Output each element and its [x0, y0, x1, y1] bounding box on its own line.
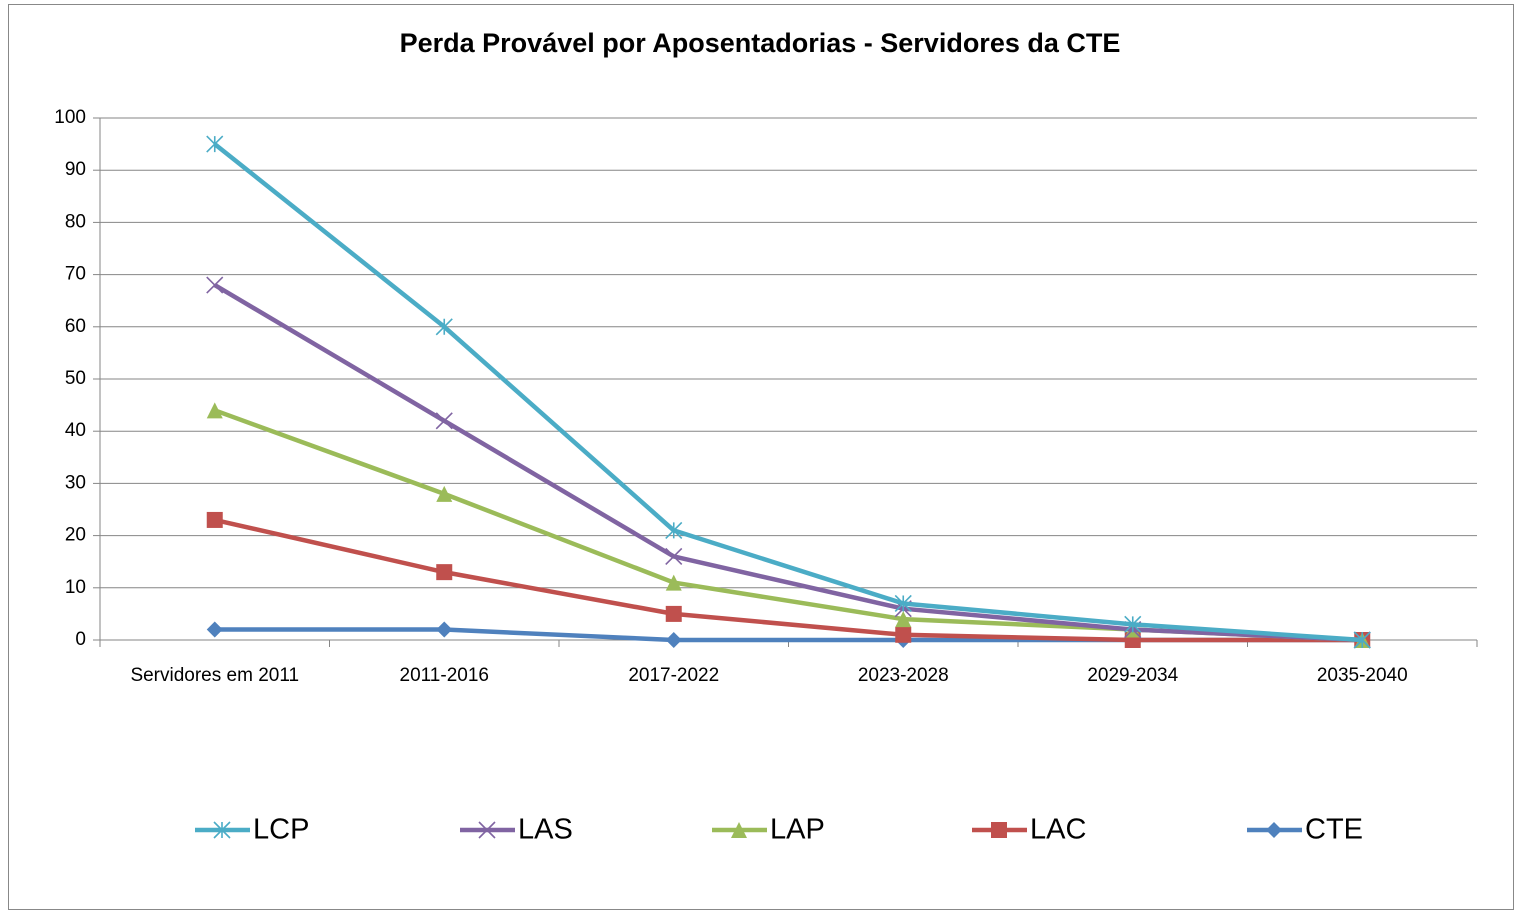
- y-tick-label: 40: [65, 420, 86, 441]
- legend-marker: [213, 821, 231, 839]
- marker-stroke: [478, 821, 496, 839]
- data-point: [435, 318, 453, 336]
- data-point: [436, 564, 453, 581]
- y-tick-label: 30: [65, 472, 86, 493]
- y-tick-label: 20: [65, 525, 86, 546]
- y-tick-label: 100: [54, 107, 86, 128]
- y-tick-label: 50: [65, 368, 86, 389]
- y-tick-label: 10: [65, 577, 86, 598]
- x-tick-label: 2035-2040: [1317, 665, 1408, 686]
- data-point: [206, 402, 223, 419]
- marker-stroke: [1124, 615, 1142, 633]
- chart-title: Perda Provável por Aposentadorias - Serv…: [400, 28, 1121, 58]
- data-point: [206, 276, 224, 294]
- y-tick-label: 60: [65, 316, 86, 337]
- data-point: [665, 521, 683, 539]
- marker-stroke: [894, 594, 912, 613]
- marker-stroke: [665, 547, 683, 566]
- data-point: [665, 632, 682, 648]
- marker-stroke: [206, 276, 224, 294]
- series-line: [214, 517, 1363, 643]
- legend-marker: [991, 822, 1007, 838]
- data-point: [206, 135, 224, 153]
- legend-label: LAP: [770, 814, 825, 846]
- legend-label: LCP: [253, 814, 309, 846]
- x-tick-label: 2029-2034: [1087, 665, 1178, 686]
- data-point: [665, 574, 682, 591]
- legend-marker: [731, 822, 747, 838]
- data-point: [436, 485, 453, 502]
- legend-label: CTE: [1305, 814, 1363, 846]
- x-tick-label: 2011-2016: [400, 665, 489, 686]
- data-point: [1353, 631, 1371, 649]
- data-point: [206, 511, 223, 528]
- marker-stroke: [435, 318, 453, 336]
- chart-border: [8, 4, 1514, 910]
- data-point: [206, 621, 223, 638]
- y-tick-label: 0: [75, 629, 86, 650]
- data-point: [1124, 615, 1142, 633]
- legend-label: LAC: [1030, 814, 1086, 846]
- data-point: [665, 605, 682, 622]
- data-point: [895, 626, 912, 643]
- y-tick-label: 70: [65, 264, 86, 285]
- data-point: [894, 594, 912, 613]
- x-tick-label: 2023-2028: [858, 665, 949, 686]
- data-point: [895, 611, 912, 628]
- legend-marker: [478, 821, 496, 839]
- marker-stroke: [665, 521, 683, 539]
- data-point: [435, 412, 453, 430]
- series-line: [213, 283, 1363, 643]
- series-line: [213, 142, 1363, 643]
- y-tick-label: 90: [65, 159, 86, 180]
- data-point: [436, 621, 453, 638]
- marker-stroke: [435, 412, 453, 430]
- marker-stroke: [213, 821, 231, 839]
- legend-marker: [1266, 822, 1282, 838]
- legend-label: LAS: [518, 814, 573, 846]
- data-point: [665, 547, 683, 566]
- x-tick-label: Servidores em 2011: [130, 665, 299, 686]
- y-tick-label: 80: [65, 211, 86, 232]
- marker-stroke: [206, 135, 224, 153]
- x-tick-label: 2017-2022: [628, 665, 719, 686]
- marker-stroke: [1353, 631, 1371, 649]
